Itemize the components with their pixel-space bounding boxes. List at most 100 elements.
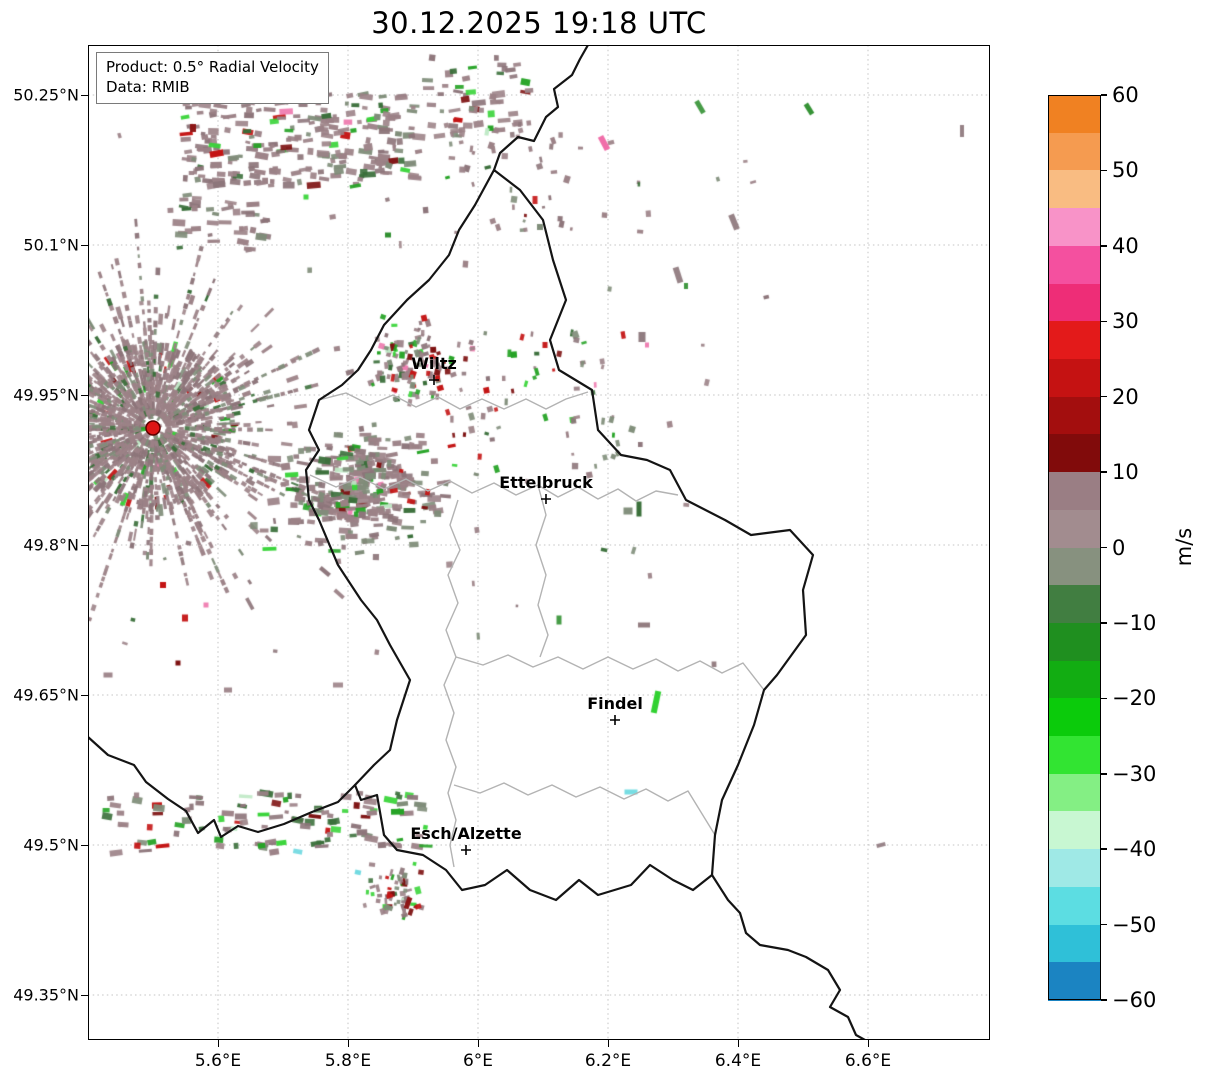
x-tick-mark [347, 1040, 349, 1047]
map-borders-layer [88, 45, 867, 1040]
x-tick-label: 6.4°E [714, 1051, 762, 1071]
x-tick-mark [217, 1040, 219, 1047]
colorbar-tick-mark [1101, 471, 1107, 473]
y-tick-label: 49.95°N [13, 385, 79, 405]
city-marker [610, 715, 620, 725]
colorbar-band [1048, 396, 1101, 435]
colorbar-band [1048, 924, 1101, 963]
colorbar-tick-mark [1101, 169, 1107, 172]
colorbar-band [1048, 886, 1101, 926]
colorbar-band [1048, 773, 1101, 813]
x-tick-label: 6.2°E [584, 1051, 632, 1071]
y-tick-mark [81, 544, 88, 546]
district-border [453, 782, 716, 836]
country-border [710, 873, 867, 1040]
colorbar-tick-label: 20 [1112, 384, 1139, 409]
colorbar-tick-mark [1101, 848, 1107, 850]
colorbar-tick-label: 40 [1112, 233, 1139, 258]
colorbar-tick-mark [1101, 923, 1107, 926]
colorbar-band [1048, 472, 1101, 511]
colorbar-tick-mark [1101, 94, 1107, 96]
y-tick-label: 49.65°N [13, 685, 79, 705]
x-tick-label: 5.8°E [324, 1051, 372, 1071]
colorbar-band [1048, 585, 1101, 624]
colorbar-tick-mark [1101, 697, 1107, 700]
colorbar-band [1048, 509, 1101, 549]
colorbar-band [1048, 321, 1101, 360]
colorbar-tick-label: 60 [1112, 83, 1139, 107]
colorbar-band [1048, 622, 1101, 662]
colorbar-band [1048, 698, 1101, 737]
district-border [309, 474, 679, 502]
city-label: Wiltz [411, 354, 457, 373]
map-plot-area: Product: 0.5° Radial Velocity Data: RMIB… [88, 45, 990, 1040]
colorbar-tick-label: 30 [1112, 309, 1139, 334]
product-info-line: Product: 0.5° Radial Velocity [106, 58, 319, 76]
x-tick-mark [737, 1040, 739, 1047]
radar-site-marker [145, 420, 161, 436]
colorbar-tick-mark [1101, 395, 1107, 398]
colorbar-band [1048, 849, 1101, 888]
colorbar-tick-label: 0 [1112, 535, 1126, 560]
city-marker [541, 494, 551, 504]
colorbar-band [1048, 434, 1101, 473]
plot-title: 30.12.2025 19:18 UTC [371, 6, 707, 40]
x-tick-label: 5.6°E [194, 1051, 242, 1071]
colorbar-tick-mark [1101, 245, 1107, 247]
colorbar-band [1048, 95, 1101, 134]
x-tick-mark [477, 1040, 479, 1047]
district-border [455, 654, 765, 691]
colorbar-tick-label: −40 [1112, 837, 1157, 862]
colorbar-tick-label: −60 [1112, 988, 1157, 1012]
colorbar-tick-label: −50 [1112, 912, 1157, 937]
colorbar-tick-label: −10 [1112, 610, 1157, 635]
x-tick-label: 6.6°E [844, 1051, 892, 1071]
colorbar-band [1048, 736, 1101, 775]
colorbar-band [1048, 660, 1101, 699]
colorbar-band [1048, 132, 1101, 171]
colorbar-band [1048, 170, 1101, 209]
data-source-line: Data: RMIB [106, 78, 190, 97]
colorbar-tick-label: 50 [1112, 158, 1139, 183]
y-tick-label: 49.35°N [13, 985, 79, 1005]
colorbar-band [1048, 358, 1101, 398]
y-tick-mark [81, 94, 88, 96]
colorbar-tick-mark [1101, 320, 1107, 322]
y-tick-mark [81, 244, 88, 246]
colorbar-band [1048, 962, 1101, 1001]
city-marker [461, 845, 471, 855]
city-label: Esch/Alzette [410, 824, 522, 843]
y-tick-label: 50.1°N [23, 235, 79, 255]
y-tick-mark [81, 394, 88, 396]
city-label: Ettelbruck [499, 473, 593, 492]
colorbar-tick-mark [1101, 999, 1107, 1001]
radar-clutter-layer [88, 45, 990, 1040]
country-border [88, 735, 357, 839]
colorbar-tick-label: −30 [1112, 761, 1157, 786]
colorbar-tick-label: 10 [1112, 460, 1139, 485]
y-tick-label: 50.25°N [13, 85, 79, 105]
y-tick-mark [81, 694, 88, 696]
product-info-box: Product: 0.5° Radial Velocity Data: RMIB [96, 52, 329, 104]
colorbar-band [1048, 245, 1101, 285]
city-label: Findel [587, 694, 643, 713]
y-tick-label: 49.8°N [23, 535, 79, 555]
colorbar-band [1048, 208, 1101, 247]
y-tick-mark [81, 844, 88, 846]
colorbar-band [1048, 547, 1101, 586]
colorbar-tick-mark [1101, 546, 1107, 549]
district-border [318, 391, 589, 410]
colorbar-tick-mark [1101, 622, 1107, 624]
colorbar-band [1048, 811, 1101, 850]
district-border [443, 499, 461, 868]
colorbar-band [1048, 283, 1101, 322]
country-border [492, 45, 590, 172]
colorbar-unit-label: m/s [1172, 527, 1196, 567]
x-tick-mark [607, 1040, 609, 1047]
x-tick-label: 6°E [462, 1051, 494, 1071]
colorbar [1048, 95, 1101, 1001]
x-tick-mark [867, 1040, 869, 1047]
country-border [304, 168, 815, 902]
colorbar-tick-mark [1101, 773, 1107, 775]
